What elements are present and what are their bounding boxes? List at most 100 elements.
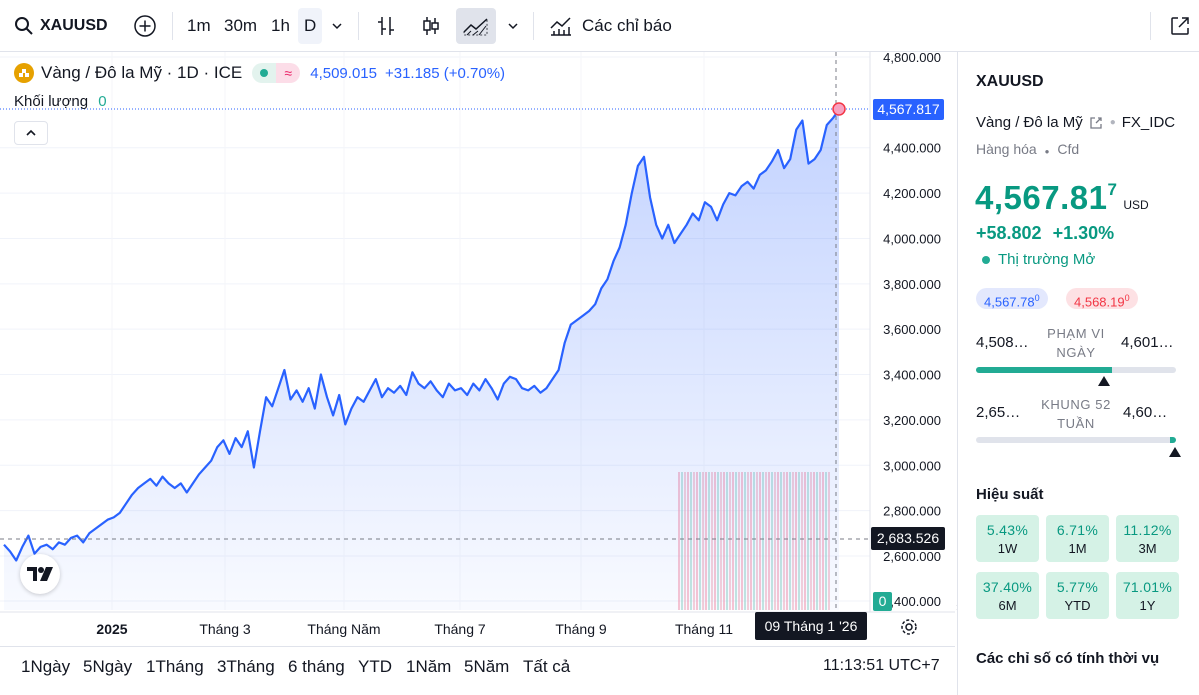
panel-source[interactable]: FX_IDC bbox=[1121, 114, 1176, 131]
last-point-marker bbox=[832, 102, 846, 116]
external-link-icon[interactable] bbox=[1088, 115, 1104, 131]
price-sup: 7 bbox=[1107, 180, 1117, 199]
symbol-details-panel: XAUUSD Vàng / Đô la Mỹ ● FX_IDC Hàng hóa… bbox=[957, 52, 1199, 695]
panel-name-row: Vàng / Đô la Mỹ ● FX_IDC bbox=[976, 114, 1175, 131]
volume-axis-label: 0 bbox=[873, 592, 892, 611]
x-tick-label: Tháng Năm bbox=[307, 621, 380, 637]
day-range-track bbox=[976, 367, 1176, 373]
day-range-high: 4,601… bbox=[1121, 334, 1174, 351]
range-5y[interactable]: 5Năm bbox=[464, 657, 510, 676]
chart-legend: Vàng / Đô la Mỹ · 1D · ICE ≈ 4,509.015 +… bbox=[14, 62, 505, 84]
ask-value: 4,568.19 bbox=[1074, 294, 1125, 310]
year-range-track bbox=[976, 437, 1176, 443]
divider bbox=[358, 12, 359, 40]
day-range-fill bbox=[976, 367, 1112, 373]
interval-dropdown[interactable] bbox=[330, 0, 344, 52]
y-tick-label: 2,400.000 bbox=[883, 594, 941, 609]
perf-value: 5.43% bbox=[986, 522, 1029, 538]
perf-value: 37.40% bbox=[982, 579, 1033, 595]
interval-1m[interactable]: 1m bbox=[187, 16, 211, 35]
interval-1h[interactable]: 1h bbox=[271, 16, 290, 35]
perf-value: 5.77% bbox=[1056, 579, 1099, 595]
range-6m[interactable]: 6 tháng bbox=[288, 657, 345, 676]
perf-ytd[interactable]: 5.77% YTD bbox=[1046, 572, 1109, 619]
crosshair-date-label: 09 Tháng 1 '26 bbox=[755, 612, 867, 640]
bid-sup: 0 bbox=[1034, 293, 1040, 303]
price-currency: USD bbox=[1123, 198, 1149, 212]
perf-6m[interactable]: 37.40% 6M bbox=[976, 572, 1039, 619]
range-1d[interactable]: 1Ngày bbox=[21, 657, 71, 676]
tradingview-logo[interactable] bbox=[20, 554, 60, 594]
interval-d[interactable]: D bbox=[304, 16, 317, 35]
perf-1w[interactable]: 5.43% 1W bbox=[976, 515, 1039, 562]
range-3m[interactable]: 3Tháng bbox=[217, 657, 275, 676]
dot-separator: ● bbox=[1109, 117, 1116, 128]
panel-type-row: Hàng hóa ● Cfd bbox=[976, 141, 1079, 157]
perf-1y[interactable]: 71.01% 1Y bbox=[1116, 572, 1179, 619]
range-1m[interactable]: 1Tháng bbox=[146, 657, 204, 676]
seasonal-title: Các chỉ số có tính thời vụ bbox=[976, 650, 1160, 667]
legend-title[interactable]: Vàng / Đô la Mỹ · 1D · ICE bbox=[41, 63, 243, 82]
market-open-dot bbox=[252, 63, 277, 83]
symbol-label: XAUUSD bbox=[40, 17, 108, 34]
indicators-icon bbox=[550, 17, 571, 36]
chart-settings-button[interactable] bbox=[900, 618, 918, 641]
chart-type-dropdown[interactable] bbox=[506, 0, 520, 52]
compare-button[interactable] bbox=[133, 0, 157, 52]
area-chart-button-active[interactable] bbox=[456, 8, 496, 44]
x-tick-label: Tháng 11 bbox=[675, 621, 733, 637]
candles-button[interactable] bbox=[419, 0, 443, 52]
year-range-low: 2,65… bbox=[976, 404, 1021, 421]
y-tick-label: 4,200.000 bbox=[883, 186, 941, 201]
y-tick-label: 2,800.000 bbox=[883, 504, 941, 519]
panel-change: +58.802 +1.30% bbox=[976, 223, 1114, 244]
market-status[interactable]: Thị trường Mở bbox=[982, 251, 1095, 268]
symbol-search[interactable]: XAUUSD bbox=[14, 0, 108, 52]
candles-icon bbox=[423, 17, 439, 35]
change-abs: +58.802 bbox=[976, 223, 1042, 243]
status-dot bbox=[982, 255, 990, 264]
approx-icon: ≈ bbox=[276, 63, 301, 83]
x-tick-label: Tháng 9 bbox=[555, 621, 607, 637]
perf-1m[interactable]: 6.71% 1M bbox=[1046, 515, 1109, 562]
range-ytd[interactable]: YTD bbox=[358, 657, 392, 676]
panel-name[interactable]: Vàng / Đô la Mỹ bbox=[976, 114, 1083, 131]
year-range-marker-icon bbox=[1169, 447, 1181, 457]
interval-30m[interactable]: 30m bbox=[224, 16, 258, 35]
chart-pane[interactable]: 4,800.000 4,400.000 4,200.000 4,000.000 3,80… bbox=[0, 52, 960, 646]
dot-separator: ● bbox=[1044, 147, 1050, 156]
open-fullscreen-button[interactable] bbox=[1168, 0, 1192, 52]
divider bbox=[533, 12, 534, 40]
price-chart[interactable]: 4,800.000 4,400.000 4,200.000 4,000.000 3,80… bbox=[0, 52, 955, 646]
range-1y[interactable]: 1Năm bbox=[406, 657, 452, 676]
ask-badge: 4,568.190 bbox=[1066, 288, 1138, 309]
clock[interactable]: 11:13:51 UTC+7 bbox=[823, 657, 940, 674]
panel-subtype: Cfd bbox=[1057, 141, 1080, 157]
range-5d[interactable]: 5Ngày bbox=[83, 657, 133, 676]
collapse-legend-button[interactable] bbox=[14, 121, 48, 145]
area-chart-button[interactable] bbox=[462, 0, 490, 52]
perf-3m[interactable]: 11.12% 3M bbox=[1116, 515, 1179, 562]
bar-chart-button[interactable] bbox=[374, 0, 398, 52]
x-tick-label: 2025 bbox=[96, 621, 127, 637]
perf-label: 3M bbox=[1138, 541, 1157, 556]
market-status-chip[interactable]: ≈ bbox=[252, 63, 301, 83]
gold-icon bbox=[14, 63, 34, 83]
perf-label: 6M bbox=[998, 598, 1017, 613]
market-status-text: Thị trường Mở bbox=[998, 251, 1096, 268]
x-tick-label: Tháng 7 bbox=[434, 621, 486, 637]
range-all[interactable]: Tất cả bbox=[523, 657, 571, 676]
indicators-button[interactable]: Các chỉ báo bbox=[548, 0, 672, 52]
change-pct: +1.30% bbox=[1052, 223, 1115, 243]
settings-icon bbox=[901, 619, 917, 635]
price-main: 4,567.81 bbox=[975, 179, 1108, 216]
perf-label: 1W bbox=[997, 541, 1018, 556]
performance-title: Hiệu suất bbox=[976, 486, 1044, 503]
interval-d-active[interactable] bbox=[298, 8, 322, 44]
panel-type: Hàng hóa bbox=[976, 141, 1037, 157]
bars-icon bbox=[378, 17, 394, 35]
perf-label: YTD bbox=[1064, 598, 1091, 613]
x-tick-label: Tháng 3 bbox=[199, 621, 251, 637]
legend-change: +31.185 (+0.70%) bbox=[384, 64, 506, 82]
y-tick-label: 3,000.000 bbox=[883, 458, 941, 473]
